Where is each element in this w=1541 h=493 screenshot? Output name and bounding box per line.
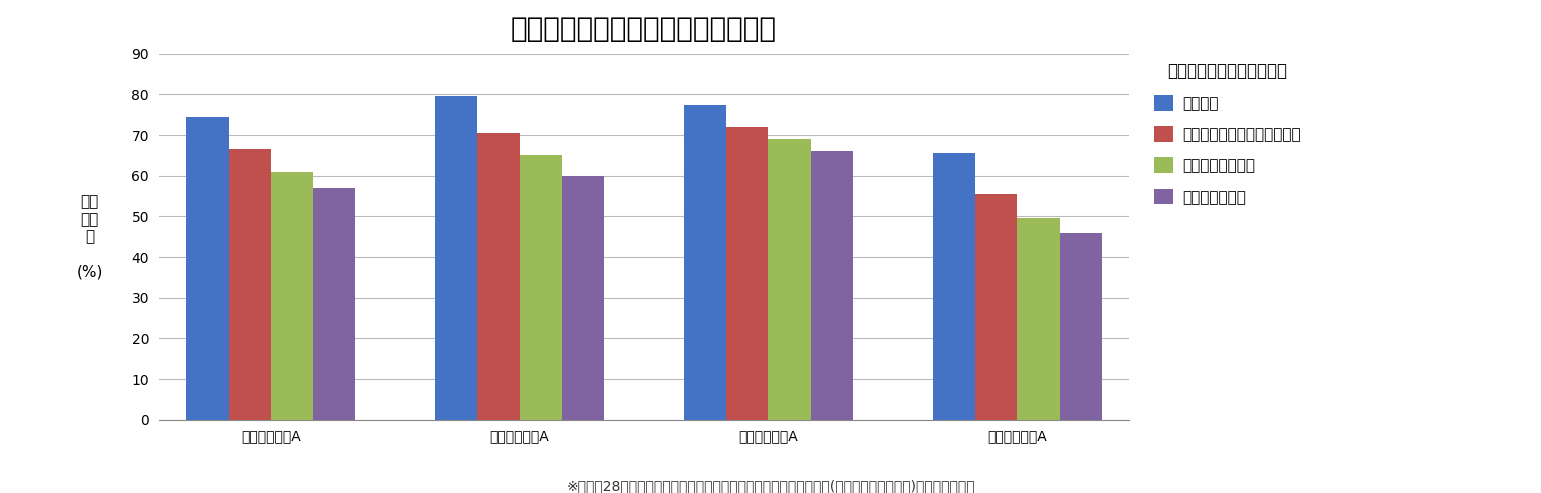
- Bar: [435, 96, 478, 420]
- Bar: [271, 172, 313, 420]
- Legend: している, どちらかといえば、している, あまりしていない, 全くしていない: している, どちらかといえば、している, あまりしていない, 全くしていない: [1147, 54, 1308, 212]
- Bar: [519, 155, 562, 420]
- Bar: [726, 127, 769, 420]
- Bar: [975, 194, 1017, 420]
- Bar: [562, 176, 604, 420]
- Bar: [769, 139, 811, 420]
- Text: ※「平成28年度全国学力・学習状況調査　調査結果　質問紙調査」(国立教育政策研究所)を加工して作成: ※「平成28年度全国学力・学習状況調査 調査結果 質問紙調査」(国立教育政策研究…: [566, 480, 975, 493]
- Title: 朝食の摂取と学力調査のクロス分析: 朝食の摂取と学力調査のクロス分析: [512, 15, 777, 43]
- Y-axis label: 平均
正答
率

(%): 平均 正答 率 (%): [77, 194, 103, 279]
- Bar: [1017, 218, 1060, 420]
- Bar: [1060, 233, 1102, 420]
- Bar: [478, 133, 519, 420]
- Bar: [186, 117, 228, 420]
- Bar: [811, 151, 854, 420]
- Bar: [228, 149, 271, 420]
- Bar: [313, 188, 356, 420]
- Bar: [932, 153, 975, 420]
- Bar: [684, 105, 726, 420]
